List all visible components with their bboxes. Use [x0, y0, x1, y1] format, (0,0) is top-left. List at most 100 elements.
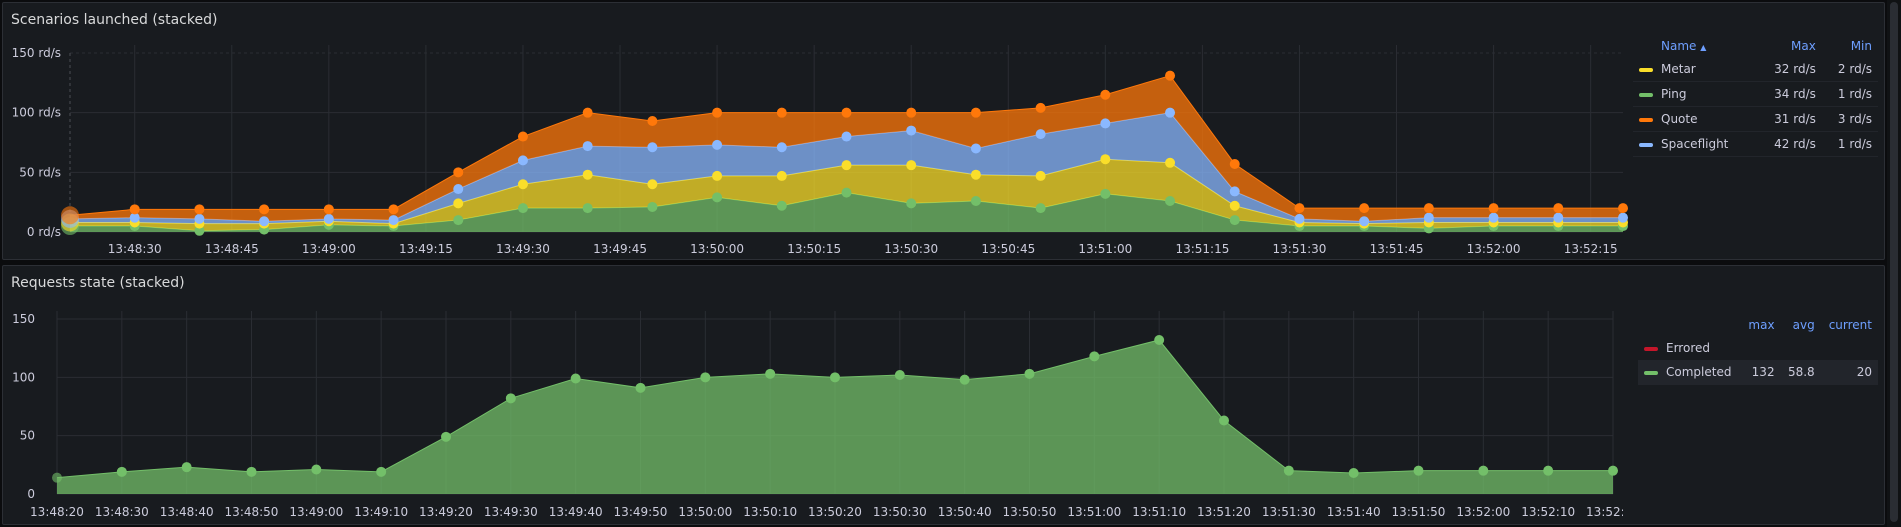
point-spaceflight — [1100, 118, 1111, 129]
point-spaceflight — [129, 212, 140, 223]
legend-min: 2 rd/s — [1821, 57, 1878, 82]
panel-title[interactable]: Scenarios launched (stacked) — [11, 12, 218, 28]
legend-max: 34 rd/s — [1756, 81, 1822, 107]
legend-max: 132 — [1741, 360, 1781, 385]
legend-max: 42 rd/s — [1756, 131, 1822, 157]
point-ping — [1035, 203, 1046, 214]
series-swatch — [1639, 142, 1653, 147]
x-tick-label: 13:49:20 — [419, 505, 473, 519]
point-spaceflight — [1035, 129, 1046, 140]
requests-chart[interactable]: 0 50 100 150 13:48:20 13:48:30 13:48:40 13:48:5… — [3, 266, 1623, 526]
series-swatch — [1644, 346, 1658, 351]
x-tick-label: 13:51:10 — [1132, 505, 1186, 519]
point-ping — [970, 195, 981, 206]
x-tick-label: 13:50:45 — [981, 242, 1035, 256]
point-completed — [1348, 468, 1359, 478]
point-ping — [647, 201, 658, 212]
legend-min: 1 rd/s — [1821, 81, 1878, 107]
point-spaceflight — [582, 141, 593, 152]
legend-row-spaceflight[interactable]: Spaceflight 42 rd/s 1 rd/s — [1633, 131, 1878, 157]
x-tick-label: 13:50:30 — [873, 505, 927, 519]
area-completed — [57, 340, 1613, 494]
x-tick-label: 13:51:30 — [1273, 242, 1327, 256]
x-tick-label: 13:51:00 — [1078, 242, 1132, 256]
x-tick-label: 13:50:00 — [690, 242, 744, 256]
point-spaceflight — [712, 139, 723, 150]
legend-label: Metar — [1661, 62, 1696, 76]
point-quote — [1294, 203, 1305, 214]
legend-row-errored[interactable]: Errored — [1638, 336, 1878, 360]
point-ping — [841, 187, 852, 198]
sort-asc-icon: ▲ — [1700, 43, 1707, 52]
point-spaceflight — [1423, 212, 1434, 223]
point-spaceflight — [1359, 216, 1370, 227]
point-spaceflight — [388, 215, 399, 226]
point-spaceflight — [259, 216, 270, 227]
scenarios-chart[interactable]: 0 rd/s 50 rd/s 100 rd/s 150 rd/s 13:48:30 13:… — [3, 3, 1633, 261]
legend-min: 3 rd/s — [1821, 106, 1878, 132]
y-tick-label: 0 — [27, 487, 35, 501]
point-metar — [970, 169, 981, 180]
point-metar — [841, 160, 852, 171]
point-metar — [776, 170, 787, 181]
series-swatch — [1644, 370, 1658, 375]
x-tick-label: 13:51:40 — [1327, 505, 1381, 519]
point-completed — [700, 372, 711, 383]
scrollbar-thumb[interactable] — [1890, 2, 1898, 522]
legend-header-avg[interactable]: avg — [1792, 318, 1815, 332]
legend-current: 20 — [1820, 360, 1878, 385]
point-quote — [970, 107, 981, 118]
point-spaceflight — [194, 213, 205, 224]
point-completed — [52, 472, 62, 483]
legend-header-name[interactable]: Name ▲ — [1661, 39, 1707, 53]
point-quote — [582, 107, 593, 118]
legend-row-quote[interactable]: Quote 31 rd/s 3 rd/s — [1633, 106, 1878, 132]
point-spaceflight — [1294, 213, 1305, 224]
point-metar — [712, 170, 723, 181]
point-completed — [1089, 351, 1100, 362]
x-tick-label: 13:48:50 — [225, 505, 279, 519]
x-tick-label: 13:50:15 — [787, 242, 841, 256]
point-quote — [129, 204, 140, 215]
x-tick-label: 13:50:50 — [1003, 505, 1057, 519]
x-tick-label: 13:51:15 — [1175, 242, 1229, 256]
x-tick-label: 13:49:15 — [399, 242, 453, 256]
point-ping — [906, 198, 917, 209]
point-quote — [323, 204, 334, 215]
series-swatch — [1639, 92, 1653, 97]
point-quote — [647, 116, 658, 127]
point-quote — [388, 204, 399, 215]
legend-max: 32 rd/s — [1756, 57, 1822, 82]
legend-row-ping[interactable]: Ping 34 rd/s 1 rd/s — [1633, 81, 1878, 107]
point-metar — [453, 198, 464, 209]
point-completed — [830, 372, 840, 383]
x-tick-label: 13:49:30 — [496, 242, 550, 256]
series-swatch — [1639, 67, 1653, 72]
point-ping — [453, 215, 464, 226]
point-completed — [1024, 368, 1035, 379]
y-tick-label: 50 — [20, 429, 35, 443]
point-quote — [1100, 89, 1111, 100]
legend-label: Quote — [1661, 112, 1698, 126]
point-quote — [1035, 102, 1046, 113]
point-completed — [311, 464, 322, 475]
point-spaceflight — [841, 131, 852, 142]
panel-title[interactable]: Requests state (stacked) — [11, 275, 185, 291]
point-quote — [906, 107, 917, 118]
legend-header-max[interactable]: Max — [1791, 39, 1816, 53]
legend-row-completed[interactable]: Completed 132 58.8 20 — [1638, 360, 1878, 385]
legend-header-current[interactable]: current — [1828, 318, 1872, 332]
point-metar — [647, 179, 658, 190]
point-quote — [259, 204, 270, 215]
point-spaceflight — [776, 142, 787, 153]
point-quote — [1359, 203, 1370, 214]
legend-header-max[interactable]: max — [1748, 318, 1775, 332]
page-scrollbar[interactable] — [1887, 0, 1901, 527]
point-completed — [570, 373, 581, 384]
x-tick-label: 13:49:45 — [593, 242, 647, 256]
legend-label: Spaceflight — [1661, 137, 1729, 151]
point-quote — [776, 107, 787, 118]
legend-header-min[interactable]: Min — [1850, 39, 1872, 53]
legend-row-metar[interactable]: Metar 32 rd/s 2 rd/s — [1633, 57, 1878, 82]
point-spaceflight — [1553, 212, 1564, 223]
